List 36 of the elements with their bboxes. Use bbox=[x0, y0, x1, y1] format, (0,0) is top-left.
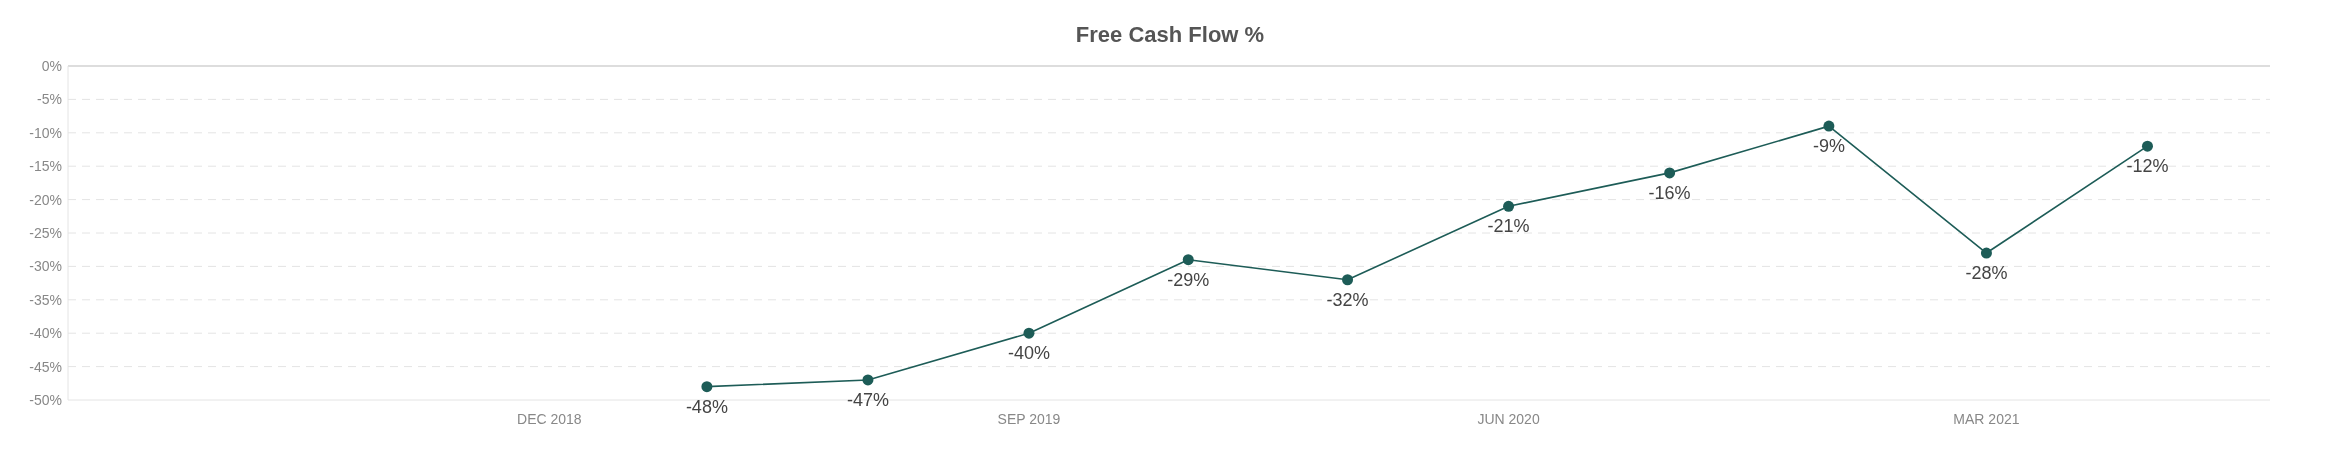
y-tick-label: -20% bbox=[29, 191, 62, 208]
text: -48% bbox=[685, 396, 728, 417]
x-tick-label: SEP 2019 bbox=[997, 411, 1061, 427]
point bbox=[1342, 274, 1354, 286]
point bbox=[1023, 327, 1035, 339]
text: -21% bbox=[1487, 216, 1530, 237]
y-tick-label: -50% bbox=[29, 392, 62, 408]
y-tick-label: -35% bbox=[29, 291, 62, 308]
text: -40% bbox=[1007, 343, 1050, 364]
y-tick-label: -25% bbox=[29, 225, 62, 241]
text: -47% bbox=[846, 389, 889, 410]
point bbox=[862, 374, 874, 386]
y-tick-label: -30% bbox=[29, 258, 62, 275]
x-tick-label: DEC 2018 bbox=[517, 411, 582, 427]
text: -16% bbox=[1648, 182, 1691, 203]
point bbox=[1980, 247, 1992, 259]
point bbox=[2141, 140, 2153, 152]
y-tick-label: -5% bbox=[37, 91, 62, 108]
text: -32% bbox=[1326, 289, 1369, 310]
chart-title: Free Cash Flow % bbox=[1075, 22, 1265, 47]
y-tick-label: -45% bbox=[29, 358, 62, 375]
text: -29% bbox=[1167, 269, 1210, 290]
y-tick-label: 0% bbox=[41, 58, 62, 74]
point bbox=[1664, 167, 1676, 179]
point bbox=[701, 381, 713, 393]
y-tick-label: -40% bbox=[29, 325, 62, 342]
y-tick-label: -15% bbox=[29, 158, 62, 175]
x-tick-label: MAR 2021 bbox=[1953, 411, 2020, 427]
text: -12% bbox=[2126, 156, 2169, 177]
point bbox=[1182, 254, 1194, 266]
text: -9% bbox=[1812, 136, 1845, 157]
text: -28% bbox=[1965, 263, 2008, 284]
x-tick-label: JUN 2020 bbox=[1477, 411, 1540, 427]
y-tick-label: -10% bbox=[29, 124, 62, 141]
point bbox=[1503, 200, 1515, 212]
point bbox=[1823, 120, 1835, 132]
